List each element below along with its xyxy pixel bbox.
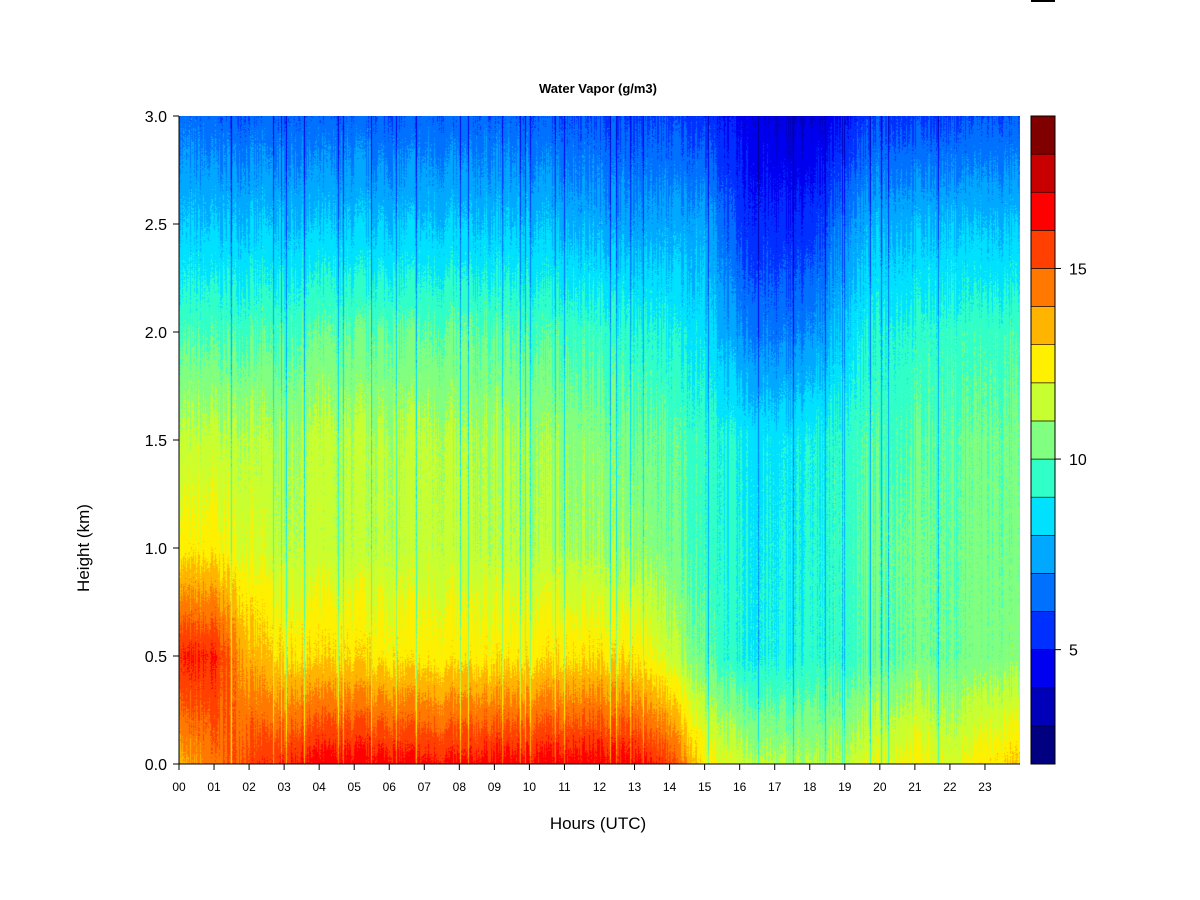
colorbar-tick-label: 10 bbox=[1069, 452, 1087, 469]
y-tick-label: 2.0 bbox=[145, 325, 167, 342]
x-tick-label: 22 bbox=[943, 780, 957, 794]
colorbar-tick-label: 15 bbox=[1069, 261, 1087, 278]
x-tick-label: 09 bbox=[488, 780, 502, 794]
colorbar-swatch bbox=[1030, 382, 1056, 422]
colorbar-swatch bbox=[1030, 191, 1056, 231]
colorbar-swatch bbox=[1030, 230, 1056, 269]
y-tick-label: 1.0 bbox=[145, 541, 167, 558]
x-tick-label: 16 bbox=[733, 780, 747, 794]
colorbar bbox=[1030, 115, 1056, 765]
colorbar-swatch bbox=[1030, 420, 1056, 460]
x-tick-label: 12 bbox=[593, 780, 607, 794]
colorbar-swatch bbox=[1030, 153, 1056, 193]
x-tick-label: 05 bbox=[348, 780, 362, 794]
x-tick-label: 23 bbox=[978, 780, 992, 794]
x-tick-label: 10 bbox=[523, 780, 537, 794]
colorbar-swatch bbox=[1030, 268, 1056, 307]
x-tick-label: 07 bbox=[418, 780, 432, 794]
colorbar-frame bbox=[1030, 115, 1056, 765]
colorbar-swatch bbox=[1030, 115, 1056, 155]
x-tick-label: 03 bbox=[277, 780, 291, 794]
heatmap-plot bbox=[179, 116, 1020, 764]
x-tick-label: 01 bbox=[207, 780, 221, 794]
colorbar-swatch bbox=[1030, 649, 1056, 689]
y-tick-label: 3.0 bbox=[145, 109, 167, 126]
x-tick-label: 02 bbox=[242, 780, 256, 794]
x-tick-label: 00 bbox=[172, 780, 186, 794]
colorbar-ticks: 5 10 15 bbox=[1055, 261, 1087, 660]
x-axis-label: Hours (UTC) bbox=[550, 814, 646, 833]
x-tick-label: 11 bbox=[558, 780, 571, 794]
x-tick-label: 06 bbox=[383, 780, 397, 794]
x-tick-label: 20 bbox=[873, 780, 887, 794]
y-tick-label: 0.5 bbox=[145, 649, 167, 666]
y-axis: 0.0 0.5 1.0 1.5 2.0 2.5 3.0 bbox=[145, 109, 180, 774]
y-axis-label: Height (km) bbox=[74, 504, 93, 592]
colorbar-swatch bbox=[1030, 306, 1056, 346]
colorbar-swatch bbox=[1030, 573, 1056, 612]
colorbar-swatch bbox=[1030, 611, 1056, 650]
x-axis: 00 01 02 03 04 05 06 07 08 09 10 11 12 13 14 15 16 17 18 19… bbox=[172, 763, 1020, 794]
y-tick-label: 2.5 bbox=[145, 217, 167, 234]
colorbar-swatch bbox=[1030, 534, 1056, 574]
x-tick-label: 17 bbox=[768, 780, 782, 794]
corner-mark bbox=[1031, 0, 1055, 2]
colorbar-swatch bbox=[1030, 344, 1056, 384]
x-tick-label: 15 bbox=[698, 780, 712, 794]
colorbar-swatch bbox=[1030, 687, 1056, 727]
colorbar-swatch bbox=[1030, 496, 1056, 536]
colorbar-swatch bbox=[1030, 458, 1056, 498]
colorbar-tick-label: 5 bbox=[1069, 643, 1078, 660]
colorbar-swatch bbox=[1030, 725, 1056, 765]
y-tick-label: 0.0 bbox=[145, 757, 167, 774]
x-tick-label: 08 bbox=[453, 780, 467, 794]
x-tick-label: 18 bbox=[803, 780, 817, 794]
x-tick-label: 19 bbox=[838, 780, 852, 794]
x-tick-label: 04 bbox=[312, 780, 326, 794]
chart-title: Water Vapor (g/m3) bbox=[539, 81, 657, 96]
x-tick-label: 13 bbox=[628, 780, 642, 794]
x-tick-label: 14 bbox=[663, 780, 677, 794]
heatmap-canvas-holder bbox=[179, 116, 1020, 764]
x-tick-label: 21 bbox=[908, 780, 922, 794]
y-tick-label: 1.5 bbox=[145, 433, 167, 450]
